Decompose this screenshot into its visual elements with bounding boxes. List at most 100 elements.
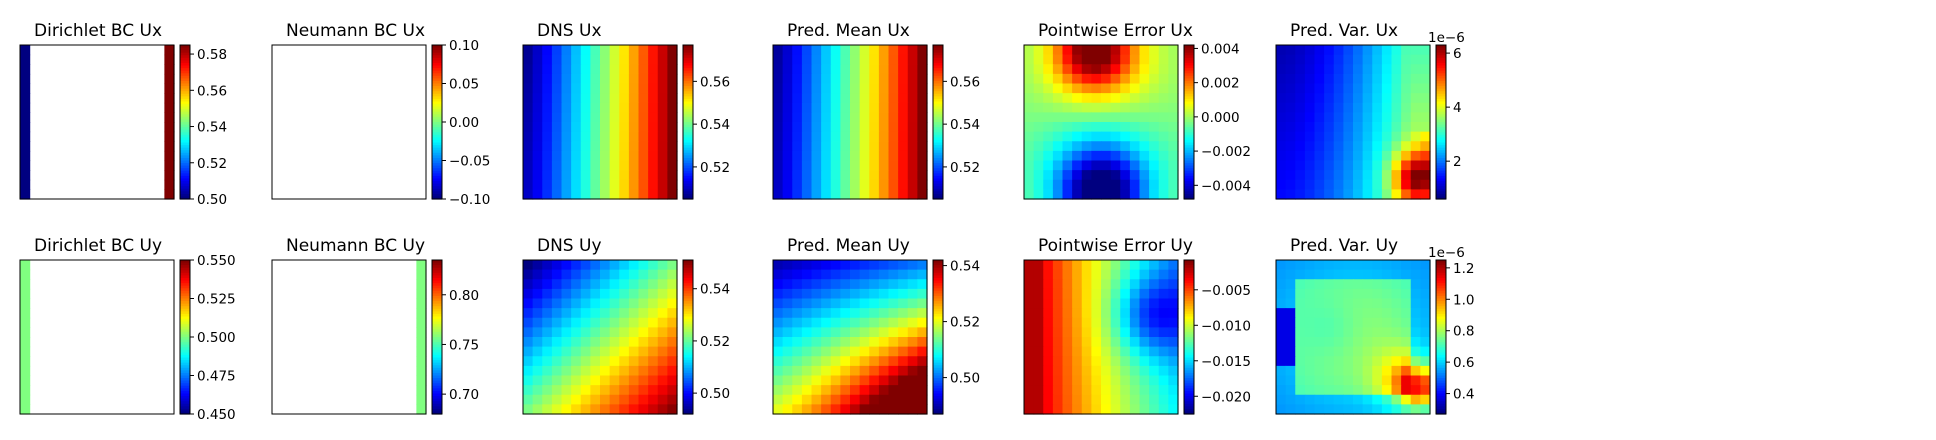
heatmap-cell: [580, 308, 591, 319]
heatmap-cell: [907, 385, 918, 396]
heatmap-cell: [600, 269, 611, 280]
heatmap-cell: [1314, 93, 1325, 104]
colorbar-segment: [180, 152, 190, 156]
colorbar-segment: [933, 349, 943, 353]
heatmap-cell: [1295, 317, 1306, 328]
colorbar-segment: [1436, 168, 1446, 172]
colorbar-segment: [1436, 260, 1446, 264]
heatmap-cell: [1343, 170, 1354, 181]
colorbar-segment: [1436, 342, 1446, 346]
colorbar-segment: [683, 191, 693, 195]
colorbar-tick-label: 0.54: [950, 259, 980, 275]
colorbar-segment: [933, 96, 943, 100]
heatmap-cell: [840, 189, 851, 200]
colorbar-tick-label: 6: [1453, 46, 1462, 62]
colorbar-segment: [1184, 301, 1194, 305]
colorbar-segment: [1436, 280, 1446, 284]
heatmap-cell: [773, 404, 784, 415]
heatmap-cell: [1276, 269, 1287, 280]
colorbar-segment: [683, 375, 693, 379]
heatmap-cell: [1420, 179, 1431, 190]
heatmap-cell: [811, 131, 822, 142]
heatmap-cell: [1410, 73, 1421, 85]
heatmap-cell: [1285, 394, 1296, 405]
heatmap-cell: [1110, 122, 1121, 133]
heatmap-cell: [1343, 385, 1354, 396]
heatmap-cell: [840, 385, 851, 396]
heatmap-cell: [638, 83, 649, 94]
heatmap-cell: [1139, 122, 1150, 133]
heatmap-cell: [648, 404, 659, 415]
colorbar-segment: [933, 188, 943, 192]
heatmap-cell: [1043, 141, 1054, 152]
heatmap-cell: [1381, 83, 1393, 94]
heatmap-cell: [1043, 179, 1054, 190]
heatmap-cell: [1276, 308, 1287, 319]
heatmap-cell: [657, 327, 668, 338]
heatmap-cell: [657, 288, 668, 300]
heatmap-cell: [1304, 317, 1316, 328]
heatmap-cell: [638, 189, 649, 200]
heatmap-cell: [1276, 385, 1287, 396]
colorbar-segment: [1436, 70, 1446, 74]
heatmap-cell: [850, 375, 861, 386]
heatmap-cell: [1324, 356, 1335, 367]
colorbar-tick-label: 0.4: [1453, 387, 1474, 403]
colorbar-segment: [1436, 401, 1446, 405]
colorbar-segment: [180, 342, 190, 346]
heatmap-cell: [801, 394, 813, 405]
heatmap-cell: [801, 346, 813, 357]
colorbar-segment: [933, 137, 943, 141]
heatmap-cell: [888, 356, 899, 367]
colorbar-segment: [432, 170, 442, 174]
heatmap-cell: [917, 73, 928, 85]
heatmap-cell: [523, 45, 534, 56]
heatmap-cell: [638, 385, 649, 396]
heatmap-cell: [917, 337, 928, 348]
heatmap-cell: [1372, 385, 1383, 396]
heatmap-cell: [801, 385, 813, 396]
heatmap-cell: [1391, 150, 1402, 162]
heatmap-cell: [811, 150, 822, 162]
heatmap-cell: [648, 83, 659, 94]
heatmap-cell: [1101, 160, 1112, 171]
heatmap-cell: [619, 288, 630, 300]
heatmap-cell: [532, 260, 543, 271]
heatmap-cell: [542, 150, 553, 162]
panel-dns_uy: DNS Uy0.500.520.54: [522, 236, 730, 415]
colorbar-segment: [432, 150, 442, 154]
heatmap-cell: [667, 394, 678, 405]
heatmap-cell: [1420, 141, 1431, 152]
heatmap-cell: [551, 385, 563, 396]
heatmap-cell: [830, 327, 841, 338]
colorbar-segment: [180, 398, 190, 402]
heatmap-cell: [20, 45, 31, 56]
colorbar-segment: [1436, 152, 1446, 156]
heatmap-cell: [1295, 327, 1306, 338]
heatmap-cell: [1110, 279, 1121, 290]
heatmap-cell: [667, 131, 678, 142]
heatmap-cell: [1120, 189, 1131, 200]
panel-title: Pred. Mean Ux: [787, 21, 910, 41]
heatmap-cell: [1353, 189, 1364, 200]
colorbar-segment: [180, 396, 190, 400]
heatmap-cell: [773, 73, 784, 85]
colorbar-segment: [1184, 196, 1194, 200]
heatmap-cell: [1304, 112, 1316, 123]
heatmap-cell: [1391, 45, 1402, 56]
colorbar-segment: [432, 139, 442, 144]
heatmap-cell: [1052, 112, 1064, 123]
heatmap-cell: [416, 394, 427, 405]
colorbar-segment: [1436, 47, 1446, 51]
heatmap-cell: [850, 102, 861, 113]
heatmap-cell: [571, 131, 582, 142]
colorbar-segment: [683, 55, 693, 59]
heatmap-cell: [532, 308, 543, 319]
heatmap-cell: [532, 394, 543, 405]
heatmap-cell: [1410, 279, 1421, 290]
heatmap-cell: [1033, 308, 1044, 319]
heatmap-cell: [782, 356, 793, 367]
heatmap-cell: [1353, 317, 1364, 328]
heatmap-cell: [917, 170, 928, 181]
heatmap-cell: [1343, 327, 1354, 338]
